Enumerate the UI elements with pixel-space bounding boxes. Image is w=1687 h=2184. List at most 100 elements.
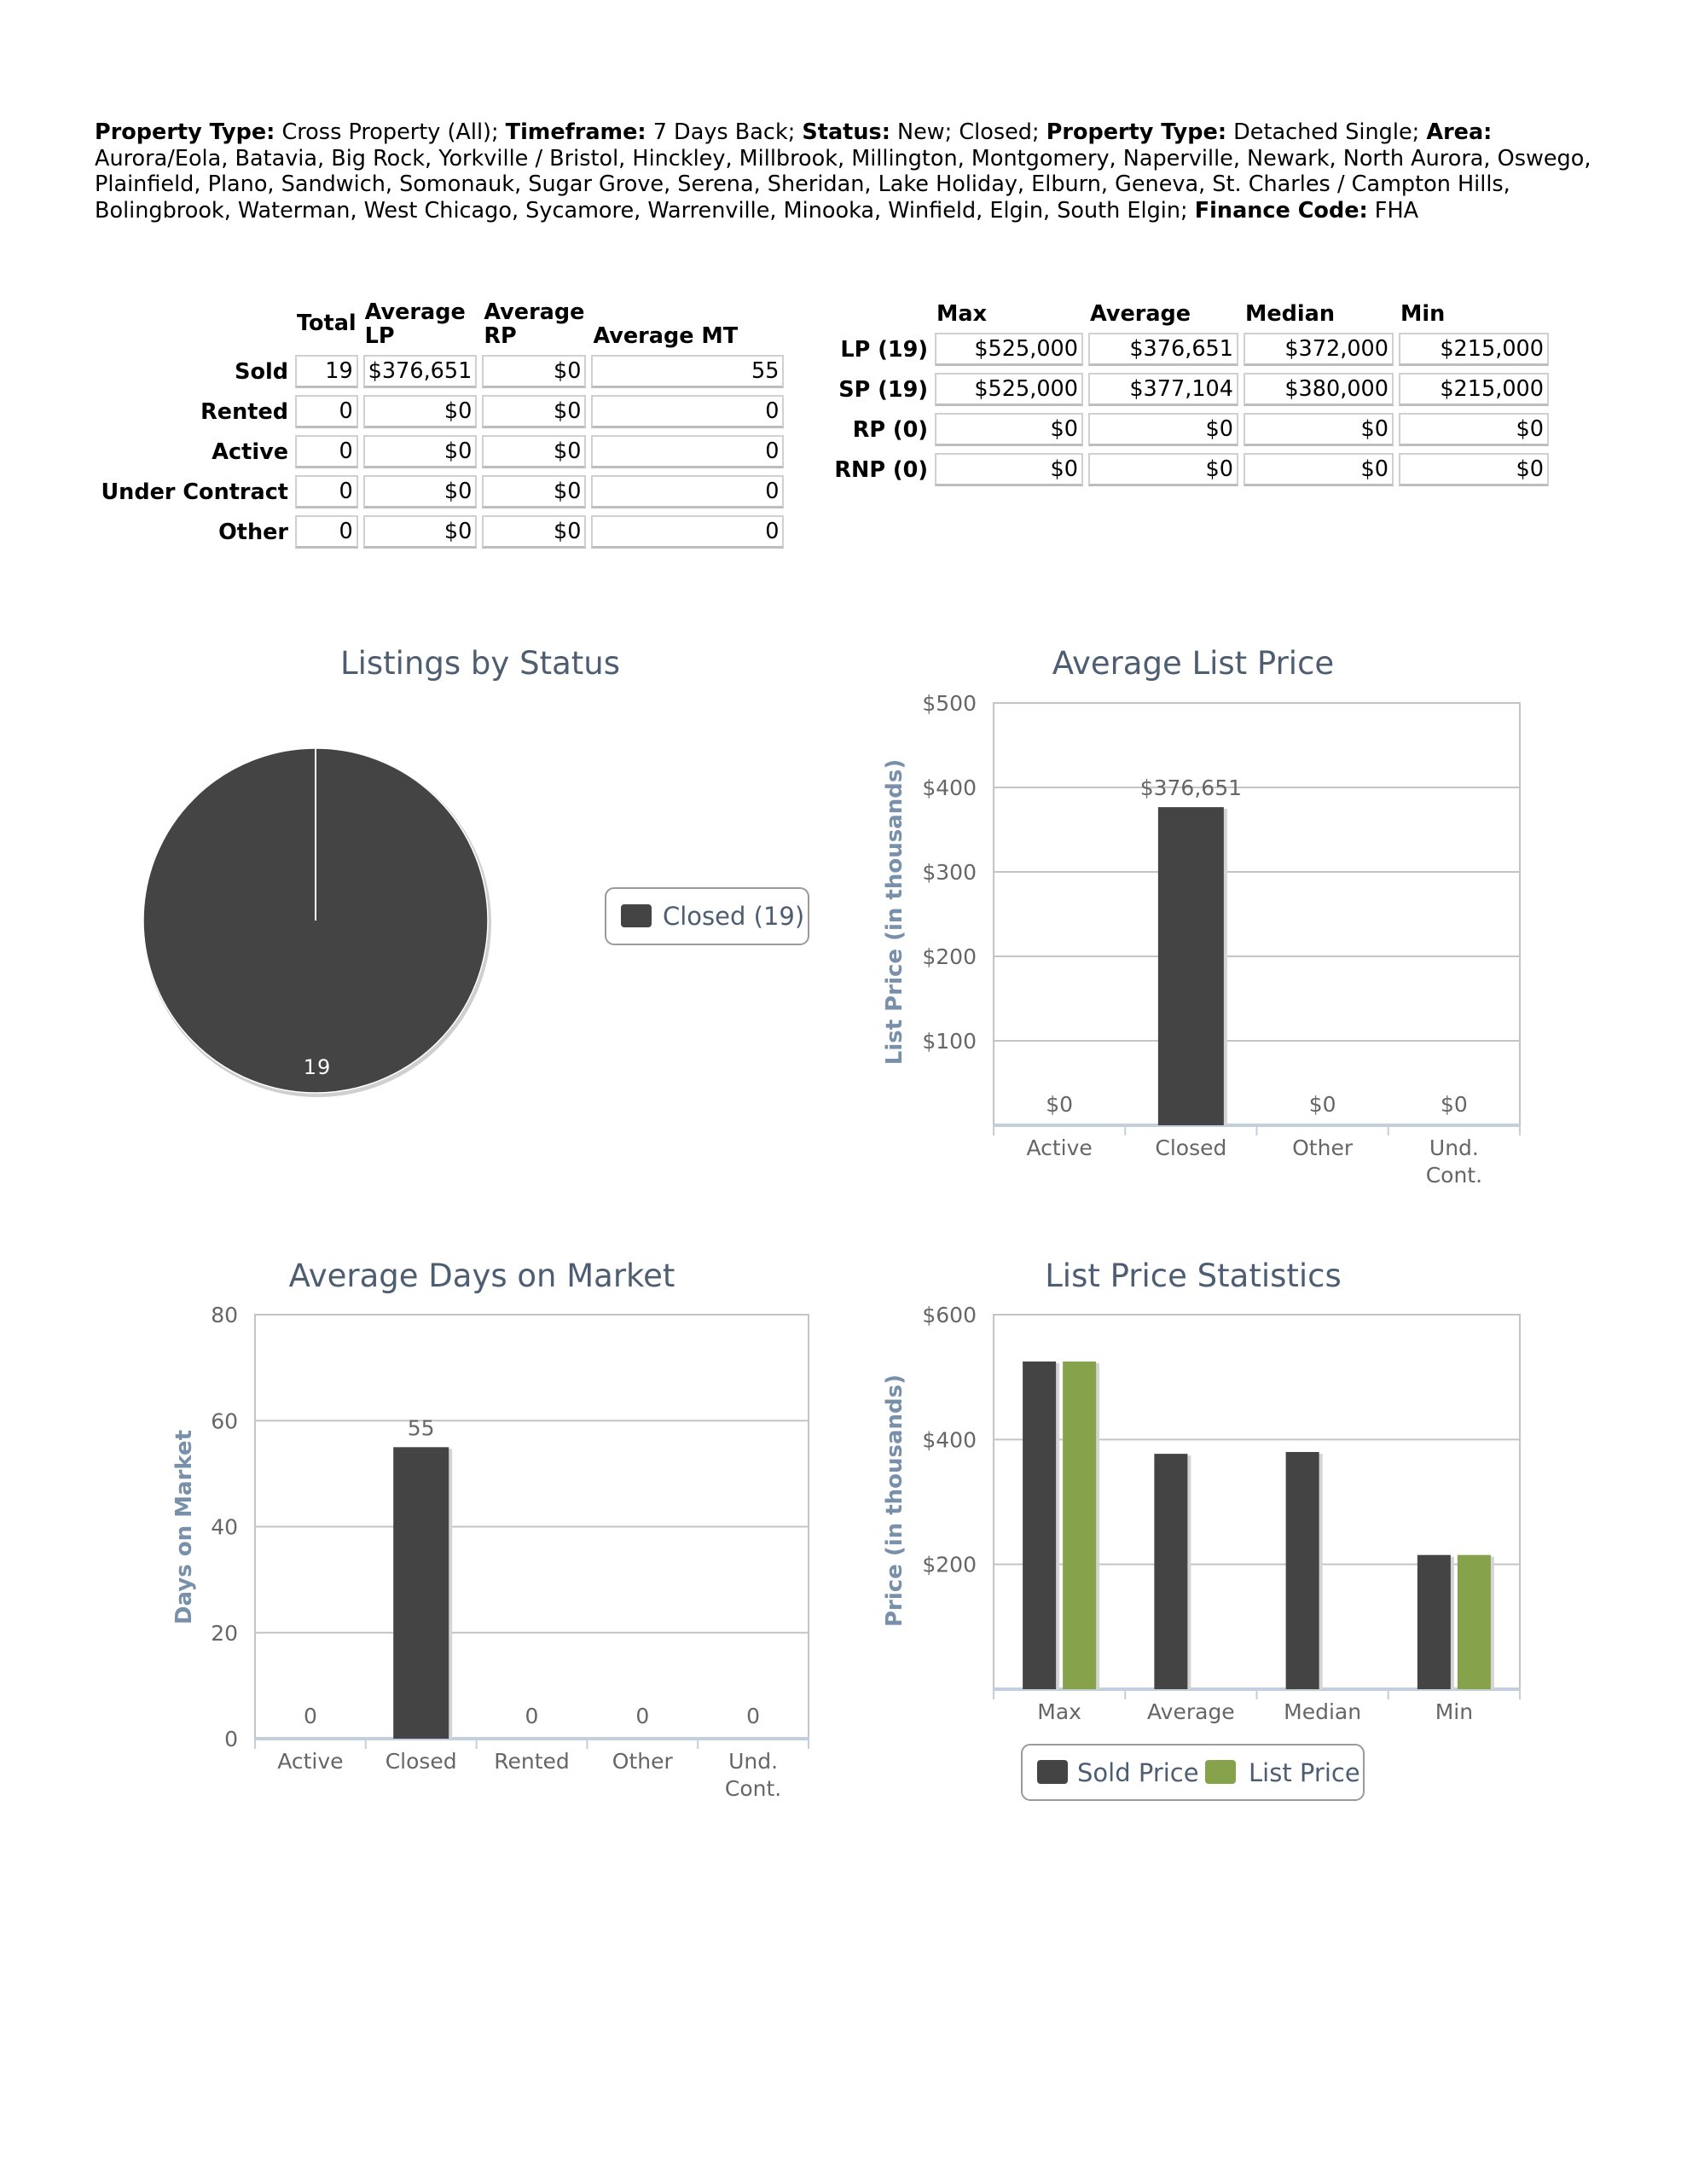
summary-table: Total Average LP Average RP Average MT Sold 1… (89, 292, 789, 555)
data-label: 0 (746, 1704, 760, 1728)
table-cell: $376,651 (362, 355, 478, 388)
criteria-label: Timeframe: (505, 119, 646, 145)
table-row: Sold 19 $376,651 $0 55 (94, 355, 785, 388)
bar-average-days-on-market[interactable] (393, 1447, 449, 1739)
row-label: LP (19) (840, 336, 928, 363)
y-tick-label: $300 (922, 860, 977, 885)
table-row: Rented 0 $0 $0 0 (94, 395, 785, 428)
x-tick-label: Und. (1429, 1136, 1479, 1160)
criteria-value: FHA (1367, 197, 1419, 224)
table-row: RNP (0) $0 $0 $0 $0 (822, 453, 1549, 486)
y-axis-title: Price (in thousands) (882, 1374, 907, 1627)
bar-average-list-price[interactable] (1157, 807, 1224, 1125)
x-tick-label: Min (1435, 1699, 1473, 1724)
table-cell: 0 (591, 395, 785, 428)
column-header: Min (1400, 301, 1446, 327)
table-cell: 0 (295, 475, 358, 508)
y-tick-label: $600 (922, 1303, 977, 1327)
legend-swatch (1037, 1760, 1068, 1784)
table-cell: $0 (362, 475, 478, 508)
table-cell: $0 (362, 435, 478, 468)
table-cell: $215,000 (1399, 333, 1549, 366)
search-criteria: Property Type: Cross Property (All); Tim… (95, 119, 1621, 224)
table-cell: 0 (295, 395, 358, 428)
criteria-label: Status: (802, 119, 890, 145)
y-tick-label: $400 (922, 775, 977, 800)
table-cell: $376,651 (1088, 333, 1238, 366)
table-cell: $0 (935, 453, 1083, 486)
row-label: Active (212, 439, 288, 465)
y-tick-label: 60 (211, 1409, 238, 1433)
bar-sold-price[interactable] (1417, 1554, 1451, 1689)
table-row: Active 0 $0 $0 0 (94, 435, 785, 468)
chart-title: List Price Statistics (1045, 1258, 1342, 1294)
x-tick-label: Median (1284, 1699, 1361, 1724)
y-axis-title: Days on Market (171, 1430, 197, 1624)
data-label: 0 (525, 1704, 539, 1728)
x-tick-label: Cont. (1426, 1163, 1482, 1188)
x-tick-label: Other (612, 1749, 674, 1774)
criteria-value: 7 Days Back; (646, 119, 803, 145)
pie-data-label: 19 (304, 1055, 332, 1079)
bar-list-price[interactable] (1457, 1554, 1491, 1689)
row-label: Other (218, 519, 288, 545)
data-label: $0 (1441, 1092, 1468, 1117)
row-label: RP (0) (852, 416, 928, 443)
table-cell: $0 (482, 515, 587, 549)
column-header: Average LP (364, 299, 466, 349)
criteria-label: Area: (1426, 119, 1493, 145)
data-label: 55 (408, 1415, 435, 1440)
y-tick-label: $400 (922, 1427, 977, 1452)
table-cell: $0 (935, 413, 1083, 446)
table-row: LP (19) $525,000 $376,651 $372,000 $215,000 (822, 333, 1549, 366)
y-tick-label: $500 (922, 691, 977, 716)
x-tick-label: Average (1147, 1699, 1235, 1724)
criteria-value: Cross Property (All); (275, 119, 506, 145)
header-row: Max Average Median Min (822, 302, 1549, 326)
table-row: RP (0) $0 $0 $0 $0 (822, 413, 1549, 446)
bar-list-price[interactable] (1063, 1361, 1097, 1689)
chart-title: Average Days on Market (289, 1258, 675, 1294)
criteria-value: Detached Single; (1226, 119, 1427, 145)
criteria-value: Aurora/Eola, Batavia, Big Rock, Yorkvill… (95, 145, 1591, 224)
table-cell: $0 (1088, 413, 1238, 446)
y-axis-title: List Price (in thousands) (882, 759, 907, 1066)
y-tick-label: $200 (922, 1553, 977, 1577)
table-row: Under Contract 0 $0 $0 0 (94, 475, 785, 508)
x-tick-label: Active (1026, 1136, 1092, 1160)
x-tick-label: Und. (728, 1749, 778, 1774)
bar-sold-price[interactable] (1023, 1361, 1057, 1689)
bar-sold-price[interactable] (1285, 1451, 1319, 1689)
x-tick-label: Cont. (725, 1776, 781, 1801)
table-cell: $0 (1244, 413, 1394, 446)
data-label: $0 (1046, 1092, 1073, 1117)
column-header: Max (936, 301, 988, 327)
chart-title: Listings by Status (340, 645, 620, 682)
row-label: RNP (0) (834, 456, 928, 483)
row-label: Sold (235, 358, 288, 385)
x-tick-label: Other (1292, 1136, 1354, 1160)
data-label: $0 (1309, 1092, 1336, 1117)
table-cell: $525,000 (935, 333, 1083, 366)
y-tick-label: $100 (922, 1029, 977, 1054)
table-cell: 0 (591, 475, 785, 508)
x-tick-label: Rented (494, 1749, 570, 1774)
data-label: 0 (635, 1704, 649, 1728)
table-cell: 0 (591, 435, 785, 468)
row-label: Under Contract (101, 479, 288, 505)
column-header: Average RP (484, 299, 585, 349)
table-cell: 0 (591, 515, 785, 549)
table-cell: $0 (482, 355, 587, 388)
row-label: SP (19) (838, 376, 928, 403)
table-row: Other 0 $0 $0 0 (94, 515, 785, 549)
table-row: SP (19) $525,000 $377,104 $380,000 $215,000 (822, 373, 1549, 406)
x-tick-label: Active (277, 1749, 343, 1774)
table-cell: $215,000 (1399, 373, 1549, 406)
criteria-value: New; Closed; (890, 119, 1046, 145)
table-cell: $0 (1399, 413, 1549, 446)
bar-sold-price[interactable] (1154, 1454, 1188, 1689)
table-cell: 0 (295, 515, 358, 549)
legend-swatch-closed (621, 904, 652, 927)
y-tick-label: 20 (211, 1621, 238, 1646)
